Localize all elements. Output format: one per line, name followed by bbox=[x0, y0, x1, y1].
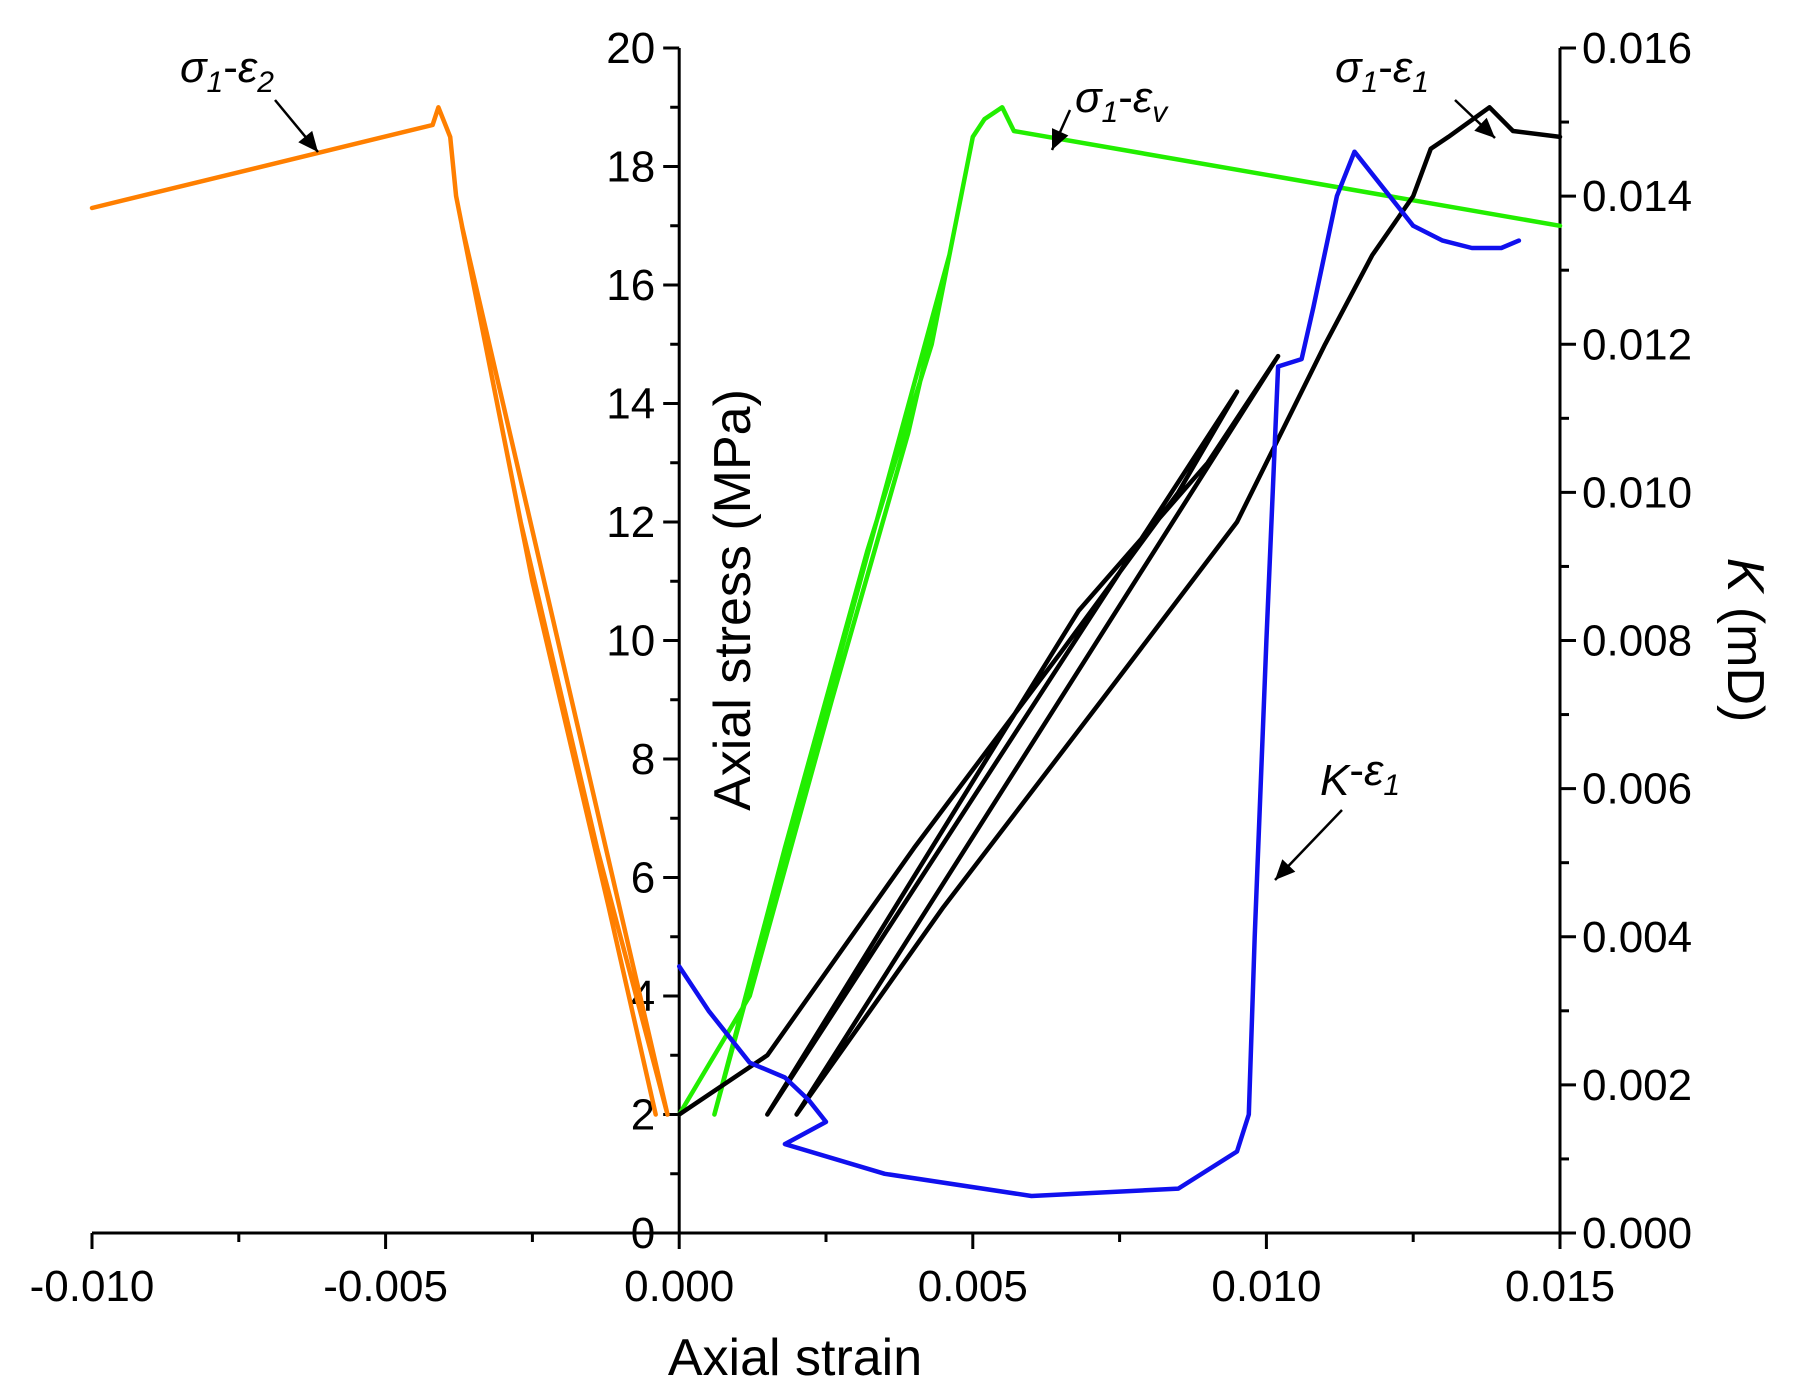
annotation-part-sub2: 2 bbox=[256, 66, 274, 99]
y-tick-label: 16 bbox=[606, 261, 655, 310]
annotation-arrow-head bbox=[1052, 128, 1069, 150]
y-tick-label: 18 bbox=[606, 143, 655, 192]
annotation-e1: σ1-ε1 bbox=[1335, 43, 1429, 99]
annotation-part-eps: ε bbox=[1133, 73, 1153, 122]
y2-axis-title-unit: (mD) bbox=[1716, 592, 1774, 722]
series-sigma1-eps1 bbox=[676, 105, 1563, 1117]
annotation-part-sub1: 1 bbox=[207, 66, 224, 99]
annotation-arrow-head bbox=[1275, 859, 1296, 880]
y2-tick-label: 0.010 bbox=[1582, 468, 1692, 517]
annotation-part-sub2: 1 bbox=[1412, 66, 1429, 99]
y2-tick-label: 0.012 bbox=[1582, 320, 1692, 369]
y-tick-label: 0 bbox=[631, 1209, 655, 1258]
annotation-part-eps: ε bbox=[1364, 746, 1384, 795]
y2-tick-label: 0.004 bbox=[1582, 913, 1692, 962]
y-tick-label: 20 bbox=[606, 24, 655, 73]
annotation-part-sub1: 1 bbox=[1362, 66, 1379, 99]
annotation-arrow-head bbox=[298, 130, 318, 152]
annotation-part-eps: ε bbox=[1393, 43, 1413, 92]
y2-tick-label: 0.006 bbox=[1582, 765, 1692, 814]
y-axis-title: Axial stress (MPa) bbox=[704, 389, 762, 811]
annotation-part-dash: - bbox=[1378, 43, 1393, 92]
annotation-part-eps: ε bbox=[238, 43, 258, 92]
y2-axis-title: K (mD) bbox=[1716, 558, 1774, 723]
x-tick-label: 0.010 bbox=[1211, 1262, 1321, 1311]
annotation-part-sigma: σ bbox=[180, 43, 208, 92]
annotation-ev: σ1-εv bbox=[1075, 73, 1169, 129]
annotation-e2: σ1-ε2 bbox=[180, 43, 274, 99]
annotation-part-dash: - bbox=[1118, 73, 1133, 122]
annotation-arrow-head bbox=[1474, 117, 1495, 138]
x-tick-label: 0.015 bbox=[1505, 1262, 1615, 1311]
annotation-part-dash: - bbox=[1349, 746, 1364, 795]
y-tick-label: 6 bbox=[631, 854, 655, 903]
annotation-part-sigma: σ bbox=[1335, 43, 1363, 92]
annotation-part-sigma: σ bbox=[1075, 73, 1103, 122]
x-axis-title: Axial strain bbox=[668, 1329, 922, 1387]
y2-tick-label: 0.002 bbox=[1582, 1061, 1692, 1110]
annotation-part-sigma: K bbox=[1320, 756, 1351, 805]
y2-axis-title-symbol: K bbox=[1716, 558, 1774, 595]
y2-tick-label: 0.000 bbox=[1582, 1209, 1692, 1258]
x-tick-label: 0.000 bbox=[624, 1262, 734, 1311]
series-layer bbox=[89, 105, 1563, 1199]
x-tick-label: 0.005 bbox=[918, 1262, 1028, 1311]
annotation-part-sub2: v bbox=[1152, 96, 1169, 129]
series-sigma1-epsv bbox=[676, 105, 1563, 1117]
y-tick-label: 12 bbox=[606, 498, 655, 547]
y-tick-label: 8 bbox=[631, 735, 655, 784]
y2-tick-label: 0.008 bbox=[1582, 617, 1692, 666]
annotation-part-sub1: 1 bbox=[1102, 96, 1119, 129]
x-tick-label: -0.010 bbox=[30, 1262, 155, 1311]
annotation-k: K-ε1 bbox=[1320, 746, 1400, 805]
y2-tick-label: 0.014 bbox=[1582, 172, 1692, 221]
y-tick-label: 14 bbox=[606, 380, 655, 429]
x-tick-label: -0.005 bbox=[323, 1262, 448, 1311]
series-k-eps1 bbox=[676, 149, 1522, 1199]
annotation-part-sub2: 1 bbox=[1383, 769, 1400, 802]
y-tick-label: 10 bbox=[606, 617, 655, 666]
annotation-part-dash: - bbox=[223, 43, 238, 92]
y2-tick-label: 0.016 bbox=[1582, 24, 1692, 73]
series-sigma1-eps2 bbox=[89, 105, 670, 1117]
